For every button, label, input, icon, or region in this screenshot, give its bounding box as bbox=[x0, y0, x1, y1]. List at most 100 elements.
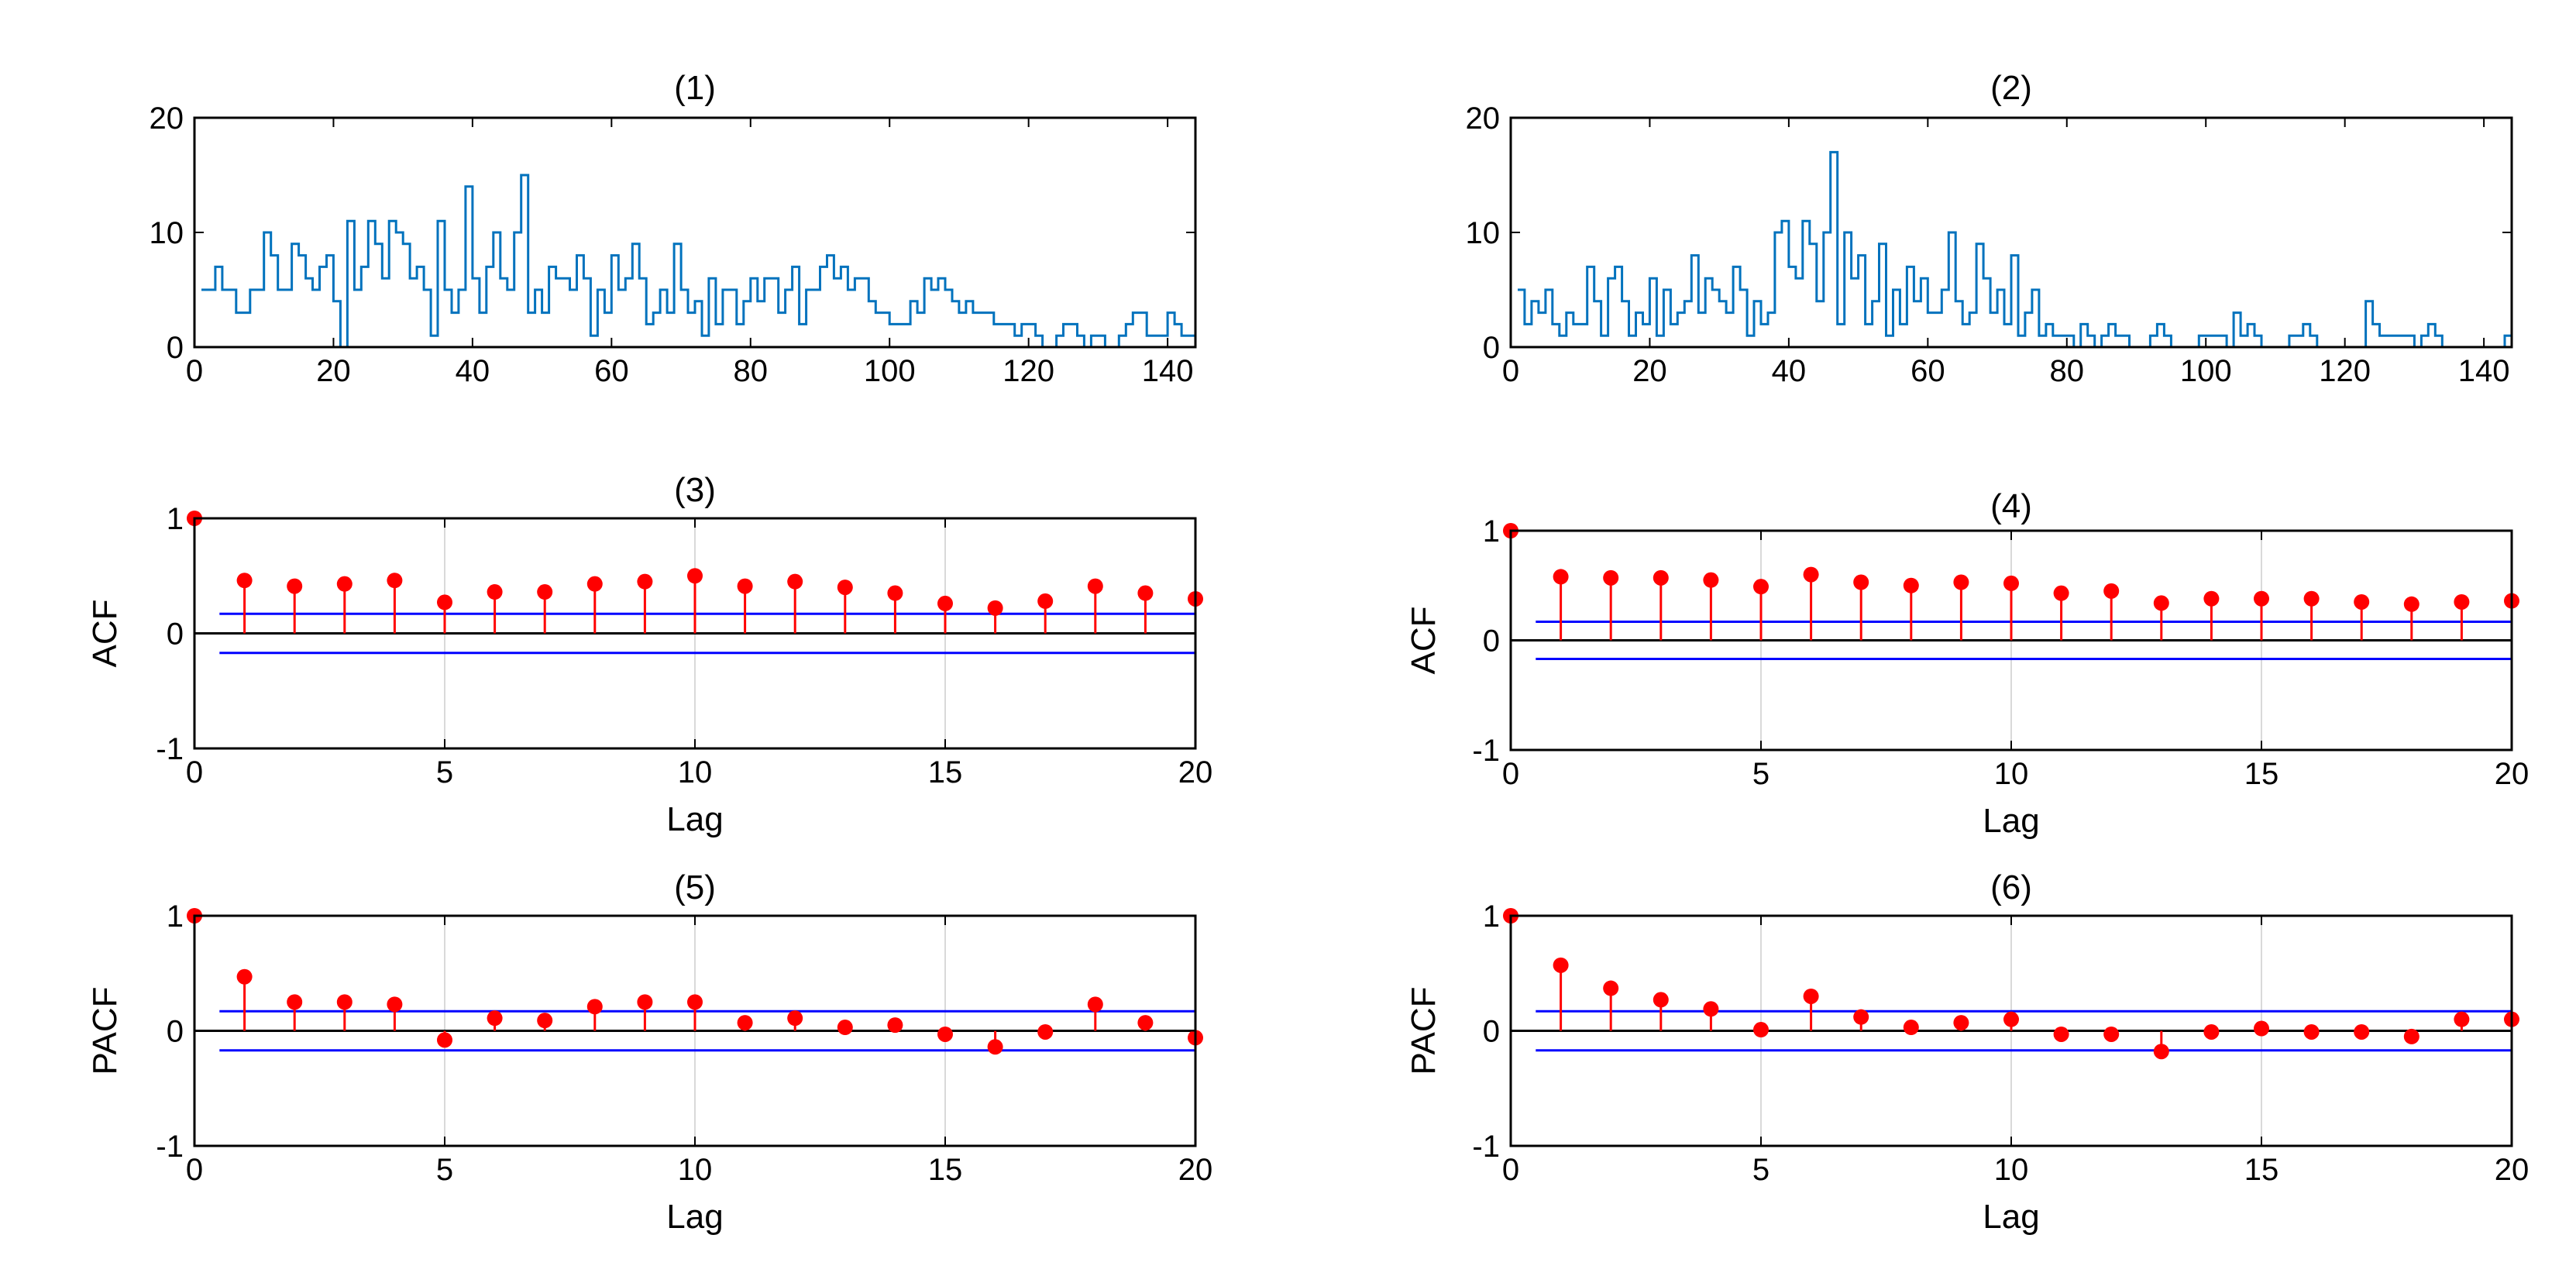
stem-marker bbox=[787, 1010, 803, 1027]
y-tick-label: -1 bbox=[156, 732, 184, 766]
y-tick-label: 0 bbox=[1483, 1015, 1500, 1049]
stem-marker bbox=[2254, 590, 2269, 607]
x-tick-label: 15 bbox=[2244, 757, 2279, 791]
x-tick-label: 60 bbox=[594, 354, 629, 388]
x-tick-label: 60 bbox=[1911, 354, 1945, 388]
x-tick-label: 10 bbox=[1994, 757, 2029, 791]
stem-marker bbox=[236, 573, 253, 589]
stem-marker bbox=[2454, 1011, 2470, 1027]
stem-marker bbox=[1903, 1020, 1919, 1036]
stem-marker bbox=[2053, 585, 2069, 601]
y-tick-label: 10 bbox=[150, 216, 184, 250]
stem-marker bbox=[737, 1015, 753, 1031]
x-tick-label: 0 bbox=[1502, 354, 1519, 388]
stem-marker bbox=[2203, 1023, 2220, 1040]
stem-marker bbox=[287, 994, 303, 1010]
stem-marker bbox=[1553, 957, 1569, 973]
y-tick-label: 0 bbox=[1483, 331, 1500, 365]
stem-marker bbox=[887, 1017, 903, 1034]
stem-marker bbox=[1753, 1022, 1769, 1038]
stem-marker bbox=[2403, 1028, 2420, 1044]
x-tick-label: 120 bbox=[2319, 354, 2371, 388]
stem-marker bbox=[537, 1013, 553, 1029]
stem-marker bbox=[2354, 593, 2370, 610]
x-tick-label: 20 bbox=[2495, 1153, 2530, 1187]
stem-marker bbox=[1603, 569, 1619, 586]
y-tick-label: 0 bbox=[1483, 624, 1500, 659]
x-tick-label: 0 bbox=[186, 1153, 203, 1187]
stem-marker bbox=[2303, 1023, 2320, 1040]
y-tick-label: 10 bbox=[1466, 216, 1501, 250]
stem-marker bbox=[1803, 988, 1819, 1004]
stem-marker bbox=[537, 584, 553, 600]
y-tick-label: 20 bbox=[150, 101, 184, 136]
y-tick-label: -1 bbox=[156, 1130, 184, 1164]
stem-marker bbox=[887, 585, 903, 601]
chart-title: (4) bbox=[1990, 487, 2032, 525]
stem-marker bbox=[2203, 590, 2220, 607]
stem-marker bbox=[2003, 1011, 2019, 1027]
stem-marker bbox=[1953, 574, 1969, 590]
stem-marker bbox=[2103, 1026, 2120, 1042]
x-tick-label: 20 bbox=[2495, 757, 2530, 791]
chart-title: (6) bbox=[1990, 869, 2032, 906]
stem-marker bbox=[637, 573, 653, 590]
x-axis-label: Lag bbox=[666, 800, 723, 838]
x-tick-label: 20 bbox=[316, 354, 351, 388]
x-tick-label: 80 bbox=[2050, 354, 2085, 388]
x-tick-label: 5 bbox=[436, 1153, 453, 1187]
stem-marker bbox=[2454, 593, 2470, 610]
stem-marker bbox=[2003, 575, 2019, 591]
x-tick-label: 10 bbox=[678, 755, 713, 789]
stem-marker bbox=[487, 1010, 503, 1027]
stem-marker bbox=[687, 994, 703, 1010]
stem-marker bbox=[2403, 596, 2420, 612]
chart-title: (3) bbox=[674, 471, 716, 509]
x-tick-label: 15 bbox=[928, 1153, 963, 1187]
x-axis-label: Lag bbox=[666, 1198, 723, 1236]
x-tick-label: 40 bbox=[456, 354, 490, 388]
stem-marker bbox=[837, 580, 853, 596]
y-tick-label: 1 bbox=[1483, 514, 1500, 549]
chart-p1: 0 20 40 60 80 100 120 140 0 10 20 (1) bbox=[150, 69, 1197, 388]
stem-marker bbox=[437, 594, 452, 611]
x-tick-label: 40 bbox=[1772, 354, 1807, 388]
x-tick-label: 120 bbox=[1003, 354, 1054, 388]
stem-marker bbox=[1753, 579, 1769, 595]
stem-marker bbox=[387, 573, 403, 589]
x-tick-label: 20 bbox=[1178, 1153, 1213, 1187]
stem-marker bbox=[487, 584, 503, 600]
chart-p2: 0 20 40 60 80 100 120 140 0 10 20 (2) bbox=[1466, 69, 2513, 388]
x-tick-label: 0 bbox=[1502, 757, 1519, 791]
y-tick-label: -1 bbox=[1472, 734, 1500, 768]
x-tick-label: 5 bbox=[1752, 757, 1769, 791]
x-tick-label: 5 bbox=[436, 755, 453, 789]
stem-marker bbox=[1653, 569, 1669, 586]
chart-title: (1) bbox=[674, 69, 716, 107]
stem-marker bbox=[1137, 585, 1154, 601]
x-tick-label: 10 bbox=[678, 1153, 713, 1187]
stem-marker bbox=[1553, 569, 1569, 585]
x-tick-label: 140 bbox=[1142, 354, 1194, 388]
x-tick-label: 0 bbox=[1502, 1153, 1519, 1187]
x-axis-label: Lag bbox=[1983, 1198, 2039, 1236]
stem-marker bbox=[1803, 566, 1819, 583]
stem-marker bbox=[737, 578, 753, 594]
stem-marker bbox=[586, 576, 603, 592]
y-tick-label: -1 bbox=[1472, 1130, 1500, 1164]
x-tick-label: 15 bbox=[928, 755, 963, 789]
y-tick-label: 1 bbox=[167, 899, 184, 934]
x-tick-label: 100 bbox=[2180, 354, 2232, 388]
stem-marker bbox=[2103, 583, 2120, 599]
stem-marker bbox=[387, 996, 403, 1013]
y-axis-label: ACF bbox=[1405, 607, 1443, 675]
y-axis-label: PACF bbox=[1405, 986, 1443, 1075]
stem-marker bbox=[236, 968, 253, 985]
series-line bbox=[1518, 150, 2512, 349]
series-line bbox=[201, 174, 1197, 349]
stem-marker bbox=[1037, 1023, 1054, 1040]
x-axis-label: Lag bbox=[1983, 802, 2039, 840]
